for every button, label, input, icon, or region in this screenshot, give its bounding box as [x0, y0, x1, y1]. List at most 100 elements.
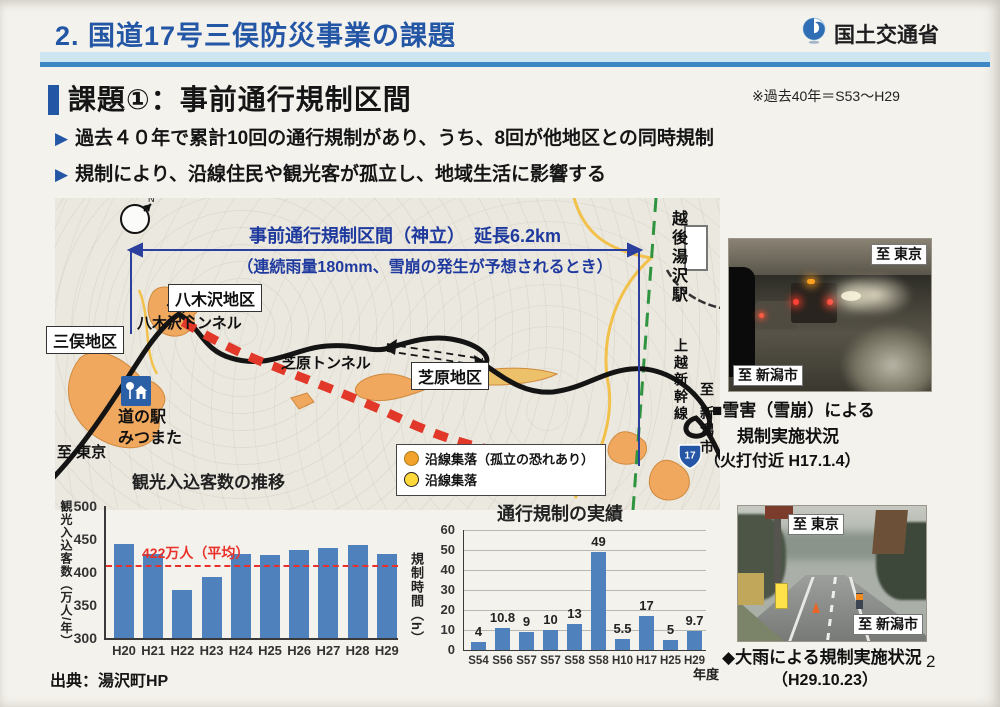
photo-yellow-sign — [775, 583, 788, 609]
gridline — [464, 570, 706, 571]
settlement-patch — [67, 352, 166, 449]
bar-H29 — [687, 630, 702, 650]
x-tick-label: H20 — [112, 643, 136, 658]
x-tick-label: H10 — [611, 655, 634, 667]
chart2-title: 通行規制の実績 — [497, 504, 623, 524]
bar-value-label: 49 — [591, 534, 606, 549]
photo2-label-to-niigata: 至 新潟市 — [853, 614, 923, 635]
legend-yellow-circle-icon — [404, 472, 419, 487]
bar-value-label: 10 — [543, 612, 558, 627]
chart2-x-axis-label: 年度 — [693, 667, 720, 682]
legend-row-isolation: 沿線集落（孤立の恐れあり） — [402, 448, 600, 469]
bullet-triangle-icon: ▶ — [55, 129, 69, 148]
photo2-label-to-tokyo: 至 東京 — [788, 514, 844, 535]
bar-H20 — [114, 543, 134, 638]
photo-wood-structure — [872, 510, 908, 554]
bullet-text-2: 規制により、沿線住民や観光客が孤立し、地域生活に影響する — [75, 164, 606, 185]
x-tick-label: S56 — [492, 655, 513, 667]
bar-S56 — [495, 628, 510, 650]
bar-value-label: 9.7 — [685, 612, 704, 628]
title-underline-line — [40, 62, 990, 67]
photo2-caption-line1: ◆大雨による規制実施状況 — [722, 648, 922, 667]
photo2-caption-line2: （H29.10.23） — [772, 672, 878, 689]
page-number: 2 — [926, 652, 936, 671]
regulated-section-red-dashes — [180, 318, 504, 457]
photo1-caption-line2: 規制実施状況 — [737, 427, 839, 446]
x-tick-label: H24 — [228, 643, 253, 658]
chart1-title: 観光入込客数の推移 — [132, 473, 285, 492]
chart-tourist-visitors: 観光入込客数の推移 観光入込客数（万人/年） 300 350 400 450 500 H2… — [58, 466, 399, 682]
x-tick-label: H29 — [374, 643, 399, 658]
label-shibahara-tunnel: 芝原トンネル — [281, 355, 371, 372]
roof-lamp — [807, 279, 815, 284]
settlement-patch — [290, 392, 315, 410]
photo-sign-pole — [774, 508, 781, 588]
label-joetsu-shinkansen: 上越新幹線 — [673, 338, 689, 423]
section-note: ※過去40年＝S53～H29 — [752, 88, 900, 104]
x-tick-label: H27 — [316, 643, 341, 658]
shibahara-tunnel-line — [386, 343, 484, 367]
bar-value-label: 4 — [474, 624, 483, 639]
bullet-item-1: ▶ 過去４０年で累計10回の通行規制があり、うち、8回が他地区との同時規制 — [55, 123, 714, 150]
rail-line — [665, 269, 720, 310]
settlement-patch — [607, 431, 647, 465]
legend-label-2: 沿線集落 — [425, 473, 478, 488]
x-tick-label: S58 — [588, 655, 609, 667]
route17-shield-number: 17 — [684, 451, 696, 462]
x-tick-label: S54 — [468, 655, 489, 667]
chart2-plot-area: 0 10 20 30 40 50 60 4 S54 10.8 S56 9 S57 10 S57 13 S58 49… — [441, 522, 706, 667]
gridline — [464, 550, 706, 551]
x-tick-label: S57 — [540, 655, 561, 667]
photo-snow-regulation: 至 東京 至 新潟市 — [728, 238, 932, 392]
gridline — [464, 590, 706, 591]
chart-regulation-hours: 通行規制の実績 規制時間（h） 0 10 20 30 40 50 60 4 S54 10.8 S56… — [409, 500, 725, 700]
route-map: N 事前通行規制区間（神立） 延長6.2km （連続雨量180mm、雪崩の発生が… — [46, 198, 720, 510]
x-tick-label: S57 — [516, 655, 537, 667]
x-tick-label: H22 — [170, 643, 195, 658]
label-yagisawa-tunnel: 八木沢トンネル — [137, 315, 242, 332]
photo-traffic-cone — [812, 602, 820, 613]
photo-building — [738, 573, 764, 605]
roadside-station-line2: みつまた — [118, 429, 183, 447]
x-tick-label: H26 — [287, 643, 312, 658]
x-tick-label: H21 — [141, 643, 166, 658]
taillight — [827, 299, 833, 305]
y-tick-label: 300 — [73, 630, 97, 646]
x-tick-label: S58 — [564, 655, 585, 667]
y-tick-label: 500 — [73, 498, 97, 514]
photo-car-silhouette — [729, 267, 755, 377]
bar-S54 — [471, 642, 486, 650]
tunnel-arrow — [383, 339, 397, 355]
y-tick-label: 450 — [73, 531, 97, 547]
bar-H10 — [615, 639, 630, 650]
bar-value-label: 9 — [522, 614, 531, 629]
bullet-item-2: ▶ 規制により、沿線住民や観光客が孤立し、地域生活に影響する — [55, 159, 606, 186]
settlement-patch — [354, 373, 425, 402]
taillight — [793, 299, 799, 305]
y-tick-label: 40 — [440, 562, 455, 577]
bullet-text-1: 過去４０年で累計10回の通行規制があり、うち、8回が他地区との同時規制 — [75, 128, 714, 149]
chart1-y-axis-label: 観光入込客数（万人/年） — [59, 500, 73, 648]
bar-H21 — [143, 553, 164, 638]
station-rectangle — [684, 225, 708, 271]
bar-H28 — [347, 544, 368, 638]
bar-H24 — [230, 554, 251, 638]
average-line-label: 422万人（平均） — [142, 545, 250, 562]
photo-gantry-sign — [765, 506, 793, 519]
x-tick-label: H23 — [199, 643, 224, 658]
shinkansen-line — [631, 198, 658, 510]
route17-road-east — [382, 335, 720, 461]
label-to-niigata-map: 至 新潟市 — [699, 382, 715, 457]
bar-H29 — [376, 554, 397, 638]
gridline — [464, 630, 706, 631]
label-to-tokyo-map: 至 東京 — [57, 444, 107, 461]
label-shibahara-district: 芝原地区 — [411, 362, 490, 390]
local-road — [572, 198, 655, 499]
roadside-station-line1: 道の駅 — [118, 409, 167, 426]
gridline — [464, 530, 706, 531]
photo1-label-to-tokyo: 至 東京 — [871, 244, 927, 265]
photo-rain-regulation: 至 東京 至 新潟市 — [737, 505, 927, 642]
bar-value-label: 5.5 — [613, 621, 632, 636]
compass-icon: N — [120, 198, 155, 234]
